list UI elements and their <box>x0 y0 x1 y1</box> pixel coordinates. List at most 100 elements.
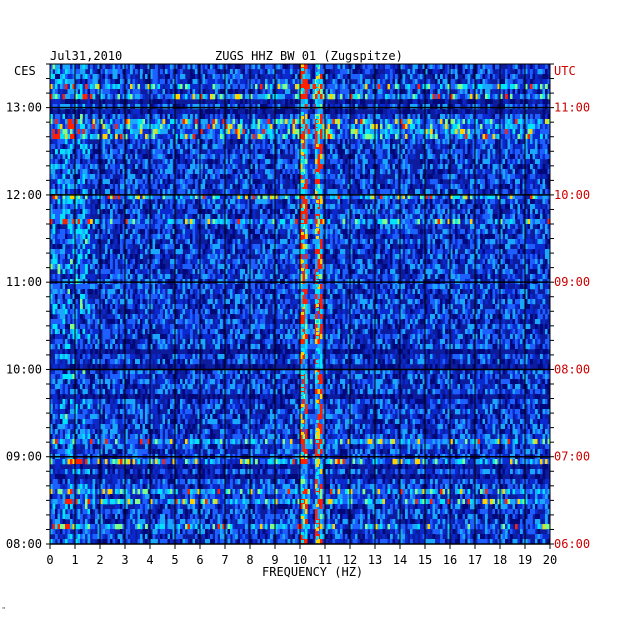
heatmap-cell <box>485 69 488 75</box>
heatmap-cell <box>370 154 373 160</box>
heatmap-cell <box>55 74 58 80</box>
heatmap-cell <box>210 199 213 205</box>
heatmap-cell <box>395 189 398 195</box>
heatmap-cell <box>270 124 273 130</box>
heatmap-cell <box>295 139 298 145</box>
heatmap-cell <box>100 139 103 145</box>
heatmap-cell <box>387 124 391 130</box>
heatmap-cell <box>80 84 83 90</box>
heatmap-cell <box>230 189 233 195</box>
heatmap-cell <box>497 219 501 225</box>
heatmap-cell <box>547 174 551 180</box>
heatmap-cell <box>480 214 483 220</box>
heatmap-cell <box>72 224 76 230</box>
heatmap-cell <box>482 104 486 110</box>
heatmap-cell <box>547 149 551 155</box>
heatmap-cell <box>117 89 121 95</box>
heatmap-cell <box>182 94 186 100</box>
heatmap-cell <box>342 204 346 210</box>
heatmap-cell <box>262 194 266 200</box>
heatmap-cell <box>390 74 393 80</box>
heatmap-cell <box>450 194 453 200</box>
heatmap-cell <box>532 129 536 135</box>
heatmap-cell <box>122 154 126 160</box>
heatmap-cell <box>387 144 391 150</box>
heatmap-cell <box>72 194 76 200</box>
heatmap-cell <box>152 154 156 160</box>
heatmap-cell <box>390 114 393 120</box>
heatmap-cell <box>177 204 181 210</box>
heatmap-cell <box>285 129 288 135</box>
heatmap-cell <box>67 79 71 85</box>
heatmap-cell <box>432 199 436 205</box>
heatmap-cell <box>122 119 126 125</box>
heatmap-cell <box>395 179 398 185</box>
heatmap-cell <box>500 69 503 75</box>
heatmap-cell <box>500 89 503 95</box>
heatmap-cell <box>85 124 88 130</box>
heatmap-cell <box>302 194 306 200</box>
heatmap-cell <box>267 139 271 145</box>
heatmap-cell <box>167 124 171 130</box>
heatmap-cell <box>482 144 486 150</box>
heatmap-cell <box>280 204 283 210</box>
heatmap-cell <box>495 159 498 165</box>
heatmap-cell <box>230 204 233 210</box>
heatmap-cell <box>195 154 198 160</box>
heatmap-cell <box>82 129 86 135</box>
heatmap-cell <box>112 164 116 170</box>
heatmap-cell <box>107 189 111 195</box>
heatmap-cell <box>62 104 66 110</box>
heatmap-cell <box>125 219 128 225</box>
heatmap-cell <box>320 164 323 170</box>
heatmap-cell <box>92 89 96 95</box>
heatmap-cell <box>500 144 503 150</box>
heatmap-cell <box>192 124 196 130</box>
heatmap-cell <box>337 139 341 145</box>
heatmap-cell <box>472 104 476 110</box>
heatmap-cell <box>525 154 528 160</box>
heatmap-cell <box>452 79 456 85</box>
heatmap-cell <box>255 194 258 200</box>
heatmap-cell <box>527 144 531 150</box>
heatmap-cell <box>310 219 313 225</box>
heatmap-cell <box>132 129 136 135</box>
heatmap-cell <box>82 174 86 180</box>
heatmap-cell <box>60 89 63 95</box>
heatmap-cell <box>92 179 96 185</box>
heatmap-cell <box>350 119 353 125</box>
heatmap-cell <box>475 129 478 135</box>
heatmap-cell <box>427 199 431 205</box>
heatmap-cell <box>395 64 398 70</box>
heatmap-cell <box>355 199 358 205</box>
heatmap-cell <box>535 179 538 185</box>
heatmap-cell <box>257 124 261 130</box>
heatmap-cell <box>537 119 541 125</box>
heatmap-cell <box>257 194 261 200</box>
heatmap-cell <box>237 204 241 210</box>
heatmap-cell <box>112 119 116 125</box>
heatmap-cell <box>352 104 356 110</box>
heatmap-cell <box>217 169 221 175</box>
heatmap-cell <box>295 94 298 100</box>
heatmap-cell <box>410 199 413 205</box>
heatmap-cell <box>147 179 151 185</box>
heatmap-cell <box>195 104 198 110</box>
heatmap-cell <box>200 69 203 75</box>
heatmap-cell <box>485 94 488 100</box>
heatmap-cell <box>92 204 96 210</box>
heatmap-cell <box>490 74 493 80</box>
heatmap-cell <box>77 174 81 180</box>
heatmap-cell <box>137 64 141 70</box>
heatmap-cell <box>342 69 346 75</box>
heatmap-cell <box>235 114 238 120</box>
heatmap-cell <box>412 149 416 155</box>
heatmap-cell <box>540 159 543 165</box>
heatmap-cell <box>62 124 66 130</box>
heatmap-cell <box>402 164 406 170</box>
heatmap-cell <box>180 209 183 215</box>
heatmap-cell <box>340 214 343 220</box>
heatmap-cell <box>110 174 113 180</box>
heatmap-cell <box>227 114 231 120</box>
